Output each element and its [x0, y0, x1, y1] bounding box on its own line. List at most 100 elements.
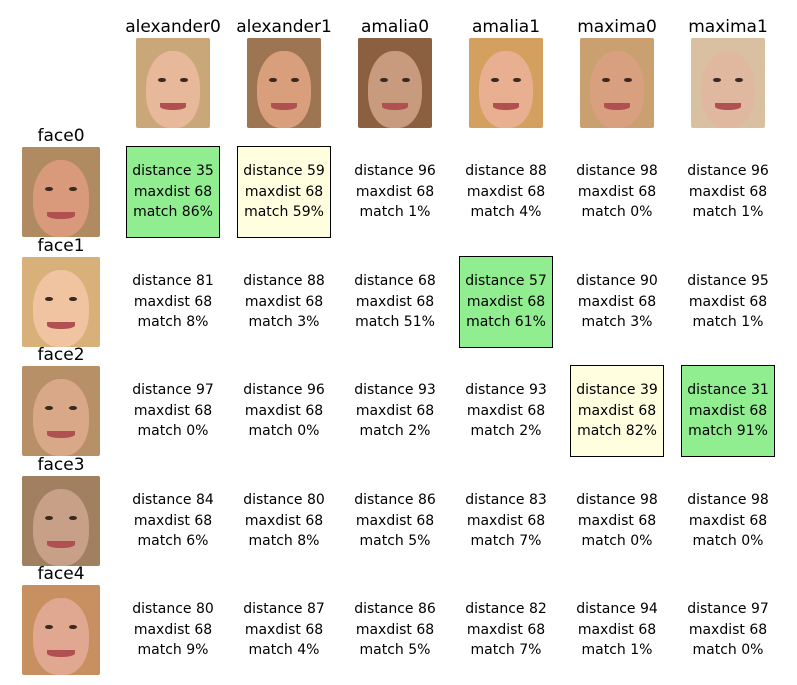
maxdist-text: maxdist 68 [355, 293, 435, 310]
distance-text: distance 88 [465, 163, 547, 180]
distance-text: distance 86 [354, 492, 436, 509]
match-text: match 3% [581, 314, 653, 331]
match-cell: distance 96 maxdist 68 match 1% [681, 146, 775, 238]
column-photo-maxima1 [691, 38, 765, 128]
mouth-icon [492, 102, 520, 110]
match-text: match 1% [581, 642, 653, 659]
distance-text: distance 98 [576, 492, 658, 509]
hair-shape [22, 366, 100, 390]
hair-shape [22, 257, 100, 281]
maxdist-text: maxdist 68 [244, 512, 324, 529]
distance-text: distance 96 [687, 163, 769, 180]
face-skin [368, 50, 422, 128]
match-text: match 0% [692, 642, 764, 659]
face-skin [32, 269, 90, 347]
distance-text: distance 98 [687, 492, 769, 509]
left-eye-icon [158, 77, 166, 83]
mouth-icon [46, 430, 76, 438]
column-photo-amalia1 [469, 38, 543, 128]
match-cell: distance 94 maxdist 68 match 1% [570, 584, 664, 676]
distance-text: distance 80 [132, 601, 214, 618]
hair-shape [22, 585, 100, 609]
match-text: match 4% [248, 642, 320, 659]
row-label: face2 [37, 345, 85, 365]
maxdist-text: maxdist 68 [133, 293, 213, 310]
row-photo-face0 [22, 147, 100, 237]
left-eye-icon [45, 186, 54, 192]
match-text: match 8% [137, 314, 209, 331]
row-label: face0 [37, 126, 85, 146]
mouth-icon [270, 102, 298, 110]
match-text: match 61% [466, 314, 546, 331]
hair-shape [691, 38, 765, 62]
match-text: match 4% [470, 204, 542, 221]
face-skin [701, 50, 755, 128]
match-text: match 5% [359, 642, 431, 659]
hair-shape [247, 38, 321, 62]
maxdist-text: maxdist 68 [577, 293, 657, 310]
distance-text: distance 95 [687, 273, 769, 290]
distance-text: distance 57 [465, 273, 547, 290]
distance-text: distance 87 [243, 601, 325, 618]
match-cell: distance 88 maxdist 68 match 4% [459, 146, 553, 238]
match-text: match 0% [137, 423, 209, 440]
match-text: match 82% [577, 423, 657, 440]
match-cell: distance 98 maxdist 68 match 0% [570, 146, 664, 238]
right-eye-icon [68, 186, 77, 192]
maxdist-text: maxdist 68 [688, 293, 768, 310]
match-cell: distance 98 maxdist 68 match 0% [570, 475, 664, 567]
match-text: match 0% [581, 204, 653, 221]
right-eye-icon [735, 77, 743, 83]
match-cell: distance 39 maxdist 68 match 82% [570, 365, 664, 457]
match-cell: distance 86 maxdist 68 match 5% [348, 475, 442, 567]
row-label: face1 [37, 236, 85, 256]
match-text: match 0% [248, 423, 320, 440]
right-eye-icon [402, 77, 410, 83]
match-text: match 7% [470, 533, 542, 550]
match-text: match 6% [137, 533, 209, 550]
face-skin [32, 488, 90, 566]
left-eye-icon [45, 296, 54, 302]
row-photo-face1 [22, 257, 100, 347]
match-cell: distance 80 maxdist 68 match 8% [237, 475, 331, 567]
face-skin [479, 50, 533, 128]
match-text: match 1% [692, 204, 764, 221]
distance-text: distance 68 [354, 273, 436, 290]
maxdist-text: maxdist 68 [355, 512, 435, 529]
match-text: match 1% [692, 314, 764, 331]
maxdist-text: maxdist 68 [244, 183, 324, 200]
maxdist-text: maxdist 68 [577, 183, 657, 200]
face-skin [32, 597, 90, 675]
mouth-icon [46, 649, 76, 657]
right-eye-icon [291, 77, 299, 83]
maxdist-text: maxdist 68 [355, 402, 435, 419]
row-photo-face3 [22, 476, 100, 566]
distance-text: distance 35 [132, 163, 214, 180]
match-text: match 59% [244, 204, 324, 221]
match-cell: distance 88 maxdist 68 match 3% [237, 256, 331, 348]
face-skin [257, 50, 311, 128]
match-cell: distance 57 maxdist 68 match 61% [459, 256, 553, 348]
match-cell: distance 31 maxdist 68 match 91% [681, 365, 775, 457]
column-photo-alexander1 [247, 38, 321, 128]
maxdist-text: maxdist 68 [133, 402, 213, 419]
maxdist-text: maxdist 68 [133, 512, 213, 529]
distance-text: distance 84 [132, 492, 214, 509]
match-cell: distance 98 maxdist 68 match 0% [681, 475, 775, 567]
right-eye-icon [68, 405, 77, 411]
match-cell: distance 95 maxdist 68 match 1% [681, 256, 775, 348]
mouth-icon [46, 540, 76, 548]
face-skin [146, 50, 200, 128]
distance-text: distance 83 [465, 492, 547, 509]
distance-text: distance 96 [354, 163, 436, 180]
match-cell: distance 96 maxdist 68 match 1% [348, 146, 442, 238]
match-cell: distance 81 maxdist 68 match 8% [126, 256, 220, 348]
face-skin [590, 50, 644, 128]
match-text: match 91% [688, 423, 768, 440]
maxdist-text: maxdist 68 [466, 293, 546, 310]
right-eye-icon [68, 624, 77, 630]
row-photo-face2 [22, 366, 100, 456]
hair-shape [580, 38, 654, 62]
maxdist-text: maxdist 68 [355, 621, 435, 638]
column-photo-alexander0 [136, 38, 210, 128]
